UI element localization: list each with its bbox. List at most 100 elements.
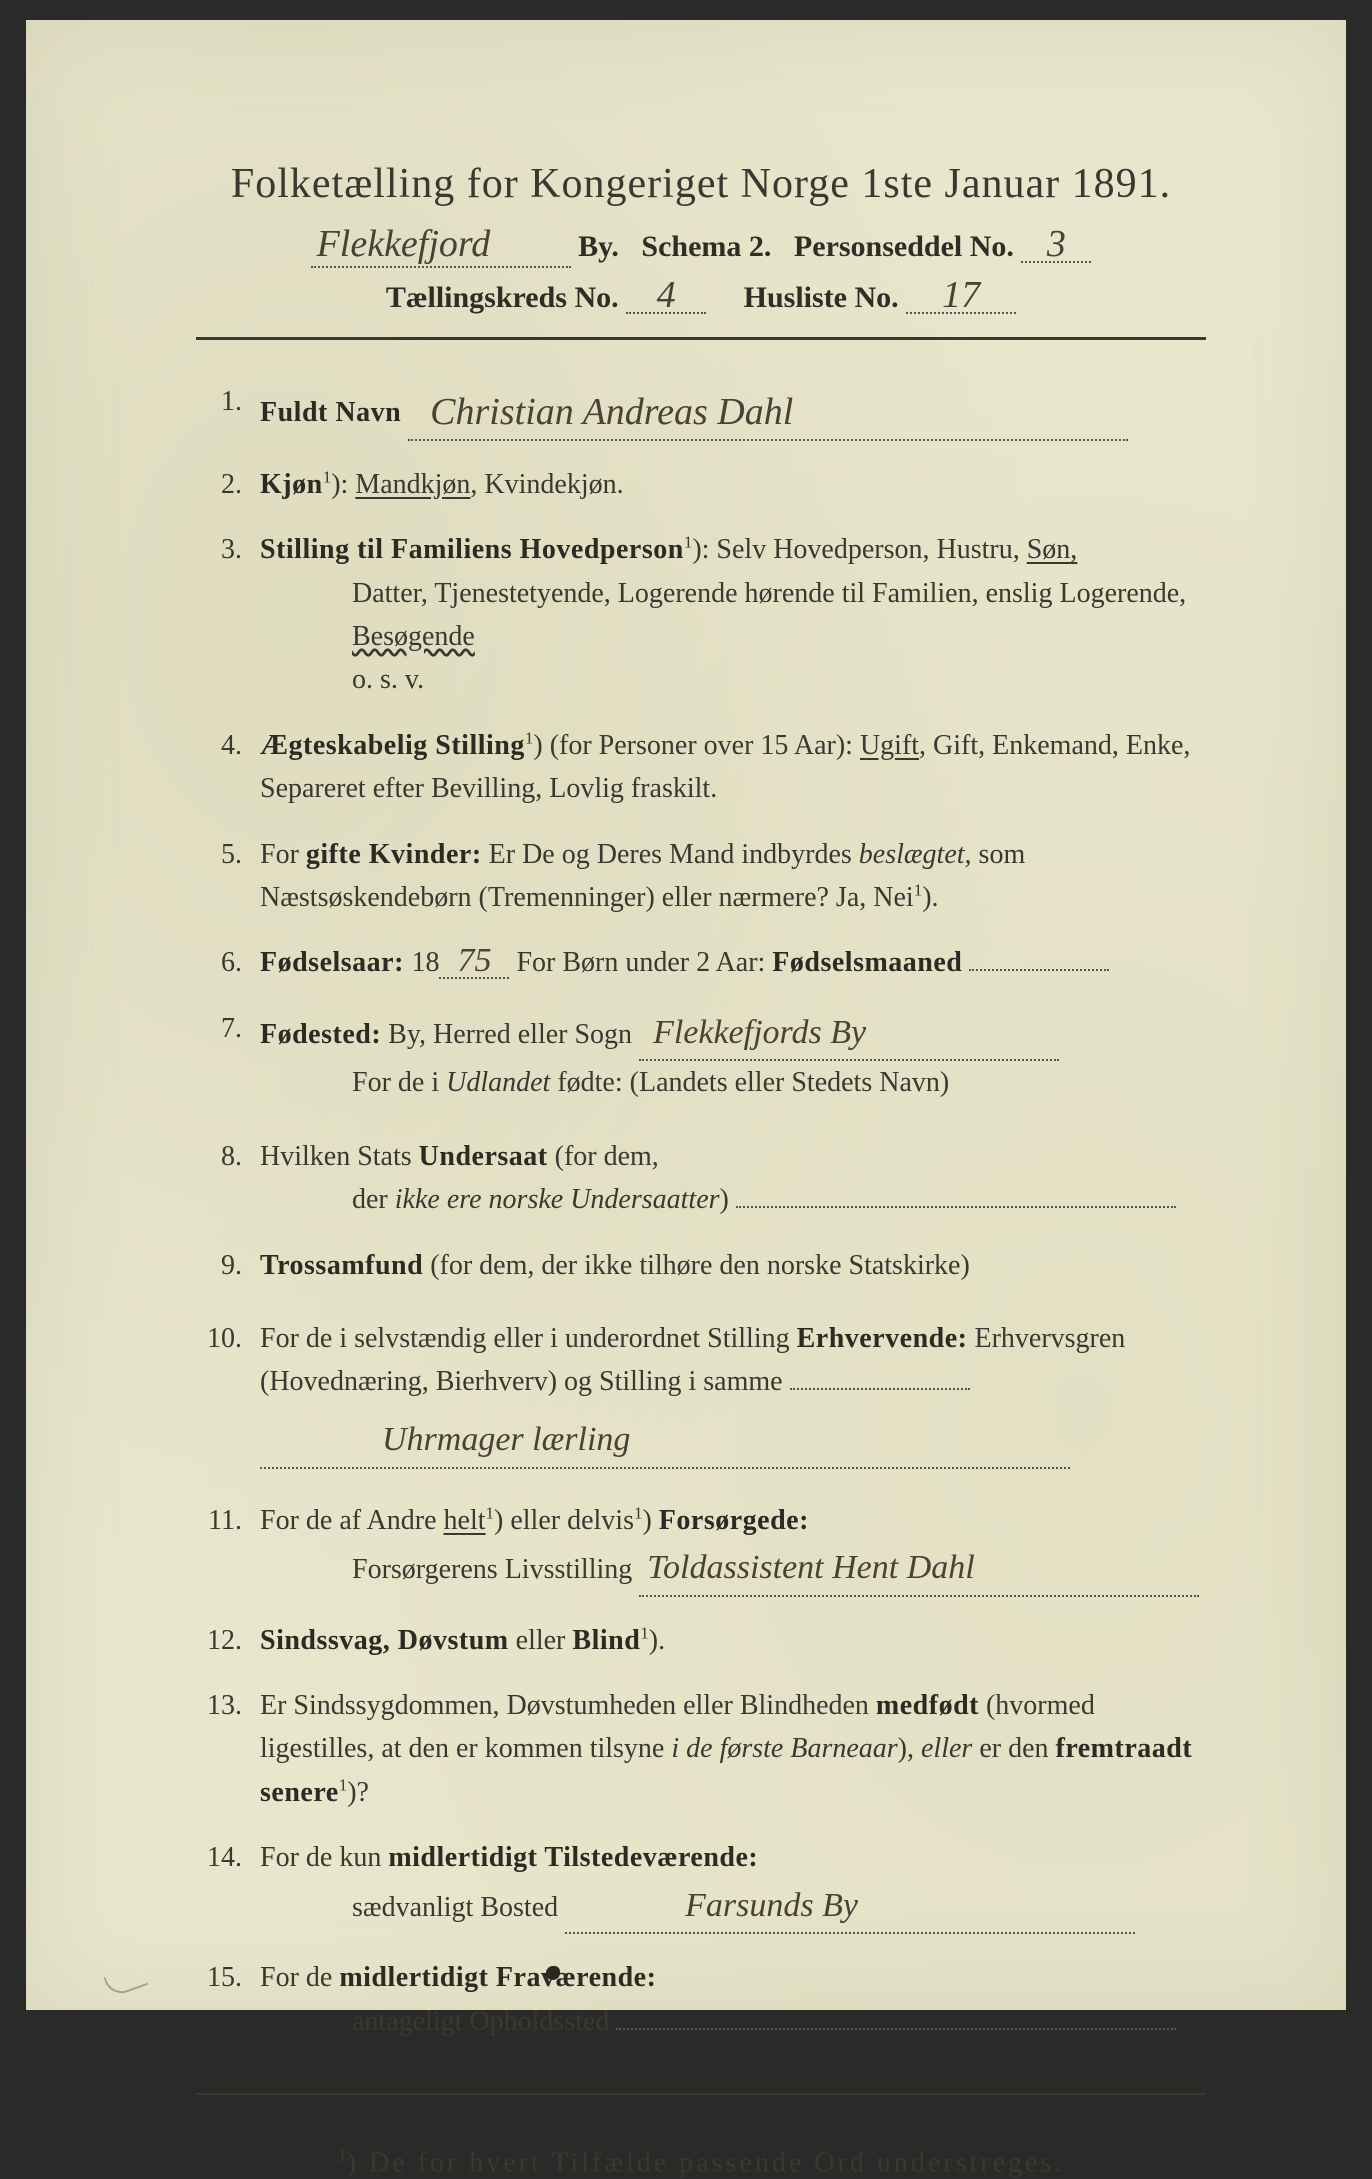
q15-text-b: antageligt Opholdssted — [352, 2006, 609, 2037]
q5-label-a: For — [260, 839, 306, 870]
paper-speck — [546, 1966, 560, 1980]
q11-num: 11. — [196, 1499, 260, 1597]
q13-sup: 1 — [339, 1775, 348, 1794]
q14-text-b: sædvanligt Bosted — [352, 1892, 558, 1923]
q11: 11. For de af Andre helt1) eller delvis1… — [196, 1499, 1206, 1597]
q10-body: For de i selvstændig eller i underordnet… — [260, 1317, 1206, 1468]
q13-label: medfødt — [876, 1690, 979, 1721]
q10-value-line: Uhrmager lærling — [260, 1414, 1070, 1469]
husliste-label: Husliste No. — [744, 281, 899, 314]
q10: 10. For de i selvstændig eller i underor… — [196, 1317, 1206, 1468]
q15-text-a: For de — [260, 1962, 339, 1993]
q10-value: Uhrmager lærling — [352, 1421, 630, 1458]
q2-body: Kjøn1): Mandkjøn, Kvindekjøn. — [260, 463, 1206, 506]
q8-text-c: der — [352, 1184, 395, 1215]
q4-num: 4. — [196, 724, 260, 811]
q3-label: Stilling til Familiens Hovedperson — [260, 534, 684, 565]
q3-text-c: o. s. v. — [260, 658, 1206, 701]
q12-num: 12. — [196, 1619, 260, 1662]
q13-num: 13. — [196, 1684, 260, 1814]
q11-sup1: 1 — [486, 1503, 495, 1522]
q10-dots-a — [790, 1388, 970, 1390]
city-field: Flekkefjord — [311, 222, 571, 268]
q13-body: Er Sindssygdommen, Døvstumheden eller Bl… — [260, 1684, 1206, 1814]
q7-num: 7. — [196, 1007, 260, 1105]
q13-text-c: ), — [898, 1733, 921, 1764]
q15: 15. For de midlertidigt Fraværende: anta… — [196, 1956, 1206, 2043]
q13: 13. Er Sindssygdommen, Døvstumheden elle… — [196, 1684, 1206, 1814]
q14-value: Farsunds By — [565, 1887, 858, 1924]
q11-text-a: For de af Andre — [260, 1505, 444, 1536]
q14-label: midlertidigt Tilstedeværende: — [388, 1842, 758, 1873]
q10-label: Erhvervende: — [797, 1323, 968, 1354]
kreds-husliste-line: Tællingskreds No. 4 Husliste No. 17 — [196, 278, 1206, 315]
husliste-no: 17 — [906, 278, 1016, 314]
q11-ul-a: helt — [444, 1505, 486, 1536]
q9: 9. Trossamfund (for dem, der ikke tilhør… — [196, 1244, 1206, 1287]
q6: 6. Fødselsaar: 1875 For Børn under 2 Aar… — [196, 941, 1206, 984]
q1-body: Fuldt Navn Christian Andreas Dahl — [260, 380, 1206, 441]
q13-text-d: er den — [979, 1733, 1055, 1764]
q3-text-a: Selv Hovedperson, Hustru, — [716, 534, 1026, 565]
q5-label-b: gifte Kvinder: — [306, 839, 482, 870]
q12-sup: 1 — [640, 1623, 649, 1642]
q13-it-b: eller — [921, 1733, 972, 1764]
q15-body: For de midlertidigt Fraværende: antageli… — [260, 1956, 1206, 2043]
q5-text-a: Er De og Deres Mand indbyrdes — [489, 839, 859, 870]
q3-sel-a: Søn, — [1027, 534, 1078, 565]
q12-text-b: ). — [649, 1625, 665, 1656]
q8-text-a: Hvilken Stats — [260, 1141, 419, 1172]
q7-text-b: For de i — [352, 1067, 446, 1098]
q13-text-e: )? — [347, 1777, 369, 1808]
q8-blank — [736, 1206, 1176, 1208]
q11-line2: Forsørgerens Livsstilling Toldassistent … — [260, 1542, 1206, 1597]
q6-text-a: For Børn under 2 Aar: — [516, 947, 772, 978]
footnote: 1) De for hvert Tilfælde passende Ord un… — [196, 2145, 1206, 2179]
q14-text-a: For de kun — [260, 1842, 388, 1873]
paper-tear-mark — [103, 1964, 148, 1998]
q6-label-b: Fødselsmaaned — [772, 947, 962, 978]
q11-text-d: Forsørgerens Livsstilling — [352, 1554, 632, 1585]
city-schema-line: Flekkefjord By. Schema 2. Personseddel N… — [196, 222, 1206, 268]
q2-sup: 1 — [323, 468, 332, 487]
footnote-rule — [196, 2093, 1206, 2095]
q6-label: Fødselsaar: — [260, 947, 411, 978]
q5-it-a: beslægtet, — [859, 839, 972, 870]
q3-text-b: Datter, Tjenestetyende, Logerende hørend… — [352, 578, 1186, 609]
q8-body: Hvilken Stats Undersaat (for dem, der ik… — [260, 1135, 1206, 1222]
q7: 7. Fødested: By, Herred eller Sogn Flekk… — [196, 1007, 1206, 1105]
kreds-no: 4 — [626, 278, 706, 314]
q13-it: i de første Barneaar — [671, 1733, 897, 1764]
q10-num: 10. — [196, 1317, 260, 1468]
q11-body: For de af Andre helt1) eller delvis1) Fo… — [260, 1499, 1206, 1597]
q3-sup: 1 — [684, 533, 693, 552]
q12-text-a: eller — [516, 1625, 573, 1656]
q2-label: Kjøn — [260, 469, 323, 500]
census-form-page: Folketælling for Kongeriget Norge 1ste J… — [26, 20, 1346, 2010]
q7-line2: For de i Udlandet fødte: (Landets eller … — [260, 1061, 1206, 1104]
q12-body: Sindssvag, Døvstum eller Blind1). — [260, 1619, 1206, 1662]
q14: 14. For de kun midlertidigt Tilstedevære… — [196, 1836, 1206, 1934]
q5-body: For gifte Kvinder: Er De og Deres Mand i… — [260, 833, 1206, 920]
q1-num: 1. — [196, 380, 260, 441]
q15-label: midlertidigt Fraværende: — [339, 1962, 656, 1993]
q12-label-b: Blind — [572, 1625, 640, 1656]
q9-text: (for dem, der ikke tilhøre den norske St… — [430, 1250, 970, 1281]
q3: 3. Stilling til Familiens Hovedperson1):… — [196, 528, 1206, 702]
q6-body: Fødselsaar: 1875 For Børn under 2 Aar: F… — [260, 941, 1206, 984]
kreds-label: Tællingskreds No. — [386, 281, 619, 314]
q4-body: Ægteskabelig Stilling1) (for Personer ov… — [260, 724, 1206, 811]
q1-label: Fuldt Navn — [260, 397, 401, 428]
q3-line2: Datter, Tjenestetyende, Logerende hørend… — [260, 572, 1206, 659]
q2-selected: Mandkjøn — [355, 469, 470, 500]
q4-sup: 1 — [525, 729, 534, 748]
q8-label: Undersaat — [419, 1141, 548, 1172]
q3-body: Stilling til Familiens Hovedperson1): Se… — [260, 528, 1206, 702]
q4-text-a: (for Personer over 15 Aar): — [550, 730, 860, 761]
q10-text-a: For de i selvstændig eller i underordnet… — [260, 1323, 797, 1354]
schema-label: Schema 2. — [641, 230, 771, 263]
q14-line2: sædvanligt Bosted Farsunds By — [260, 1880, 1206, 1935]
q8-num: 8. — [196, 1135, 260, 1222]
q9-label: Trossamfund — [260, 1250, 423, 1281]
personseddel-no: 3 — [1021, 227, 1091, 263]
